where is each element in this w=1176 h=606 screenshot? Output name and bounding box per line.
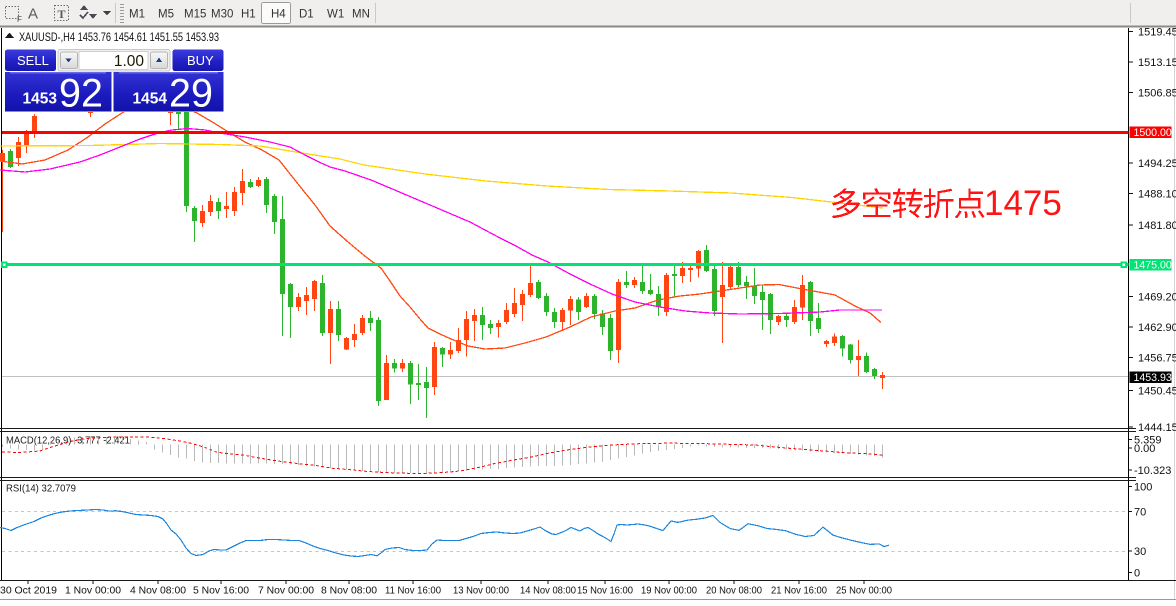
svg-text:7 Nov 00:00: 7 Nov 00:00 (258, 586, 314, 597)
svg-text:1513.15: 1513.15 (1138, 57, 1176, 69)
svg-text:1475: 1475 (984, 184, 1062, 223)
svg-text:1475.00: 1475.00 (1134, 260, 1172, 272)
svg-text:1519.45: 1519.45 (1138, 27, 1176, 39)
svg-text:T: T (58, 7, 66, 21)
svg-text:1 Nov 00:00: 1 Nov 00:00 (65, 586, 121, 597)
svg-text:21 Nov 16:00: 21 Nov 16:00 (771, 586, 827, 597)
svg-text:F: F (17, 15, 22, 24)
svg-text:5 Nov 16:00: 5 Nov 16:00 (193, 586, 249, 597)
svg-text:1488.10: 1488.10 (1138, 189, 1176, 201)
svg-text:1453: 1453 (23, 91, 58, 108)
svg-text:A: A (28, 6, 38, 23)
svg-text:4 Nov 08:00: 4 Nov 08:00 (130, 586, 186, 597)
svg-text:1444.15: 1444.15 (1138, 422, 1176, 434)
svg-text:1469.20: 1469.20 (1138, 292, 1176, 304)
svg-text:XAUUSD-,H4 1453.76 1454.61 14: XAUUSD-,H4 1453.76 1454.61 1451.55 1453.… (19, 31, 219, 44)
svg-text:14 Nov 08:00: 14 Nov 08:00 (520, 586, 576, 597)
svg-text:25 Nov 00:00: 25 Nov 00:00 (836, 586, 892, 597)
svg-text:1.00: 1.00 (114, 53, 145, 70)
svg-text:MN: MN (352, 9, 370, 21)
svg-text:19 Nov 00:00: 19 Nov 00:00 (641, 586, 697, 597)
svg-text:8 Nov 08:00: 8 Nov 08:00 (321, 586, 377, 597)
svg-text:13 Nov 00:00: 13 Nov 00:00 (453, 586, 509, 597)
svg-text:20 Nov 08:00: 20 Nov 08:00 (706, 586, 762, 597)
svg-text:M15: M15 (184, 9, 206, 21)
svg-text:H4: H4 (271, 9, 286, 21)
svg-text:1500.00: 1500.00 (1134, 127, 1172, 139)
svg-text:RSI(14) 32.7079: RSI(14) 32.7079 (6, 484, 76, 495)
svg-text:MACD(12,26,9) -3.777 -2.421: MACD(12,26,9) -3.777 -2.421 (6, 436, 130, 447)
svg-text:0.00: 0.00 (1134, 443, 1155, 455)
svg-text:H1: H1 (241, 9, 256, 21)
svg-text:W1: W1 (327, 9, 344, 21)
svg-text:1506.85: 1506.85 (1138, 88, 1176, 100)
svg-text:1481.80: 1481.80 (1138, 220, 1176, 232)
svg-text:29: 29 (169, 72, 213, 116)
svg-text:M1: M1 (129, 9, 145, 21)
svg-text:11 Nov 16:00: 11 Nov 16:00 (385, 586, 441, 597)
svg-text:M5: M5 (158, 9, 174, 21)
svg-text:1456.75: 1456.75 (1138, 353, 1176, 365)
svg-text:D1: D1 (299, 9, 314, 21)
svg-text:100: 100 (1134, 482, 1152, 494)
svg-text:1454: 1454 (133, 91, 168, 108)
svg-text:SELL: SELL (17, 53, 49, 68)
svg-text:30 Oct 2019: 30 Oct 2019 (0, 586, 57, 597)
svg-text:1462.90: 1462.90 (1138, 322, 1176, 334)
svg-text:BUY: BUY (187, 53, 214, 68)
svg-text:-10.323: -10.323 (1134, 465, 1171, 477)
svg-text:15 Nov 16:00: 15 Nov 16:00 (577, 586, 633, 597)
svg-text:30: 30 (1134, 546, 1146, 558)
svg-text:0: 0 (1134, 568, 1140, 580)
svg-text:92: 92 (59, 72, 103, 116)
svg-text:1494.25: 1494.25 (1138, 158, 1176, 170)
svg-text:1450.45: 1450.45 (1138, 386, 1176, 398)
svg-text:5.359: 5.359 (1134, 435, 1162, 447)
svg-text:1453.93: 1453.93 (1134, 372, 1172, 384)
svg-text:M30: M30 (211, 9, 233, 21)
svg-text:70: 70 (1134, 507, 1146, 519)
